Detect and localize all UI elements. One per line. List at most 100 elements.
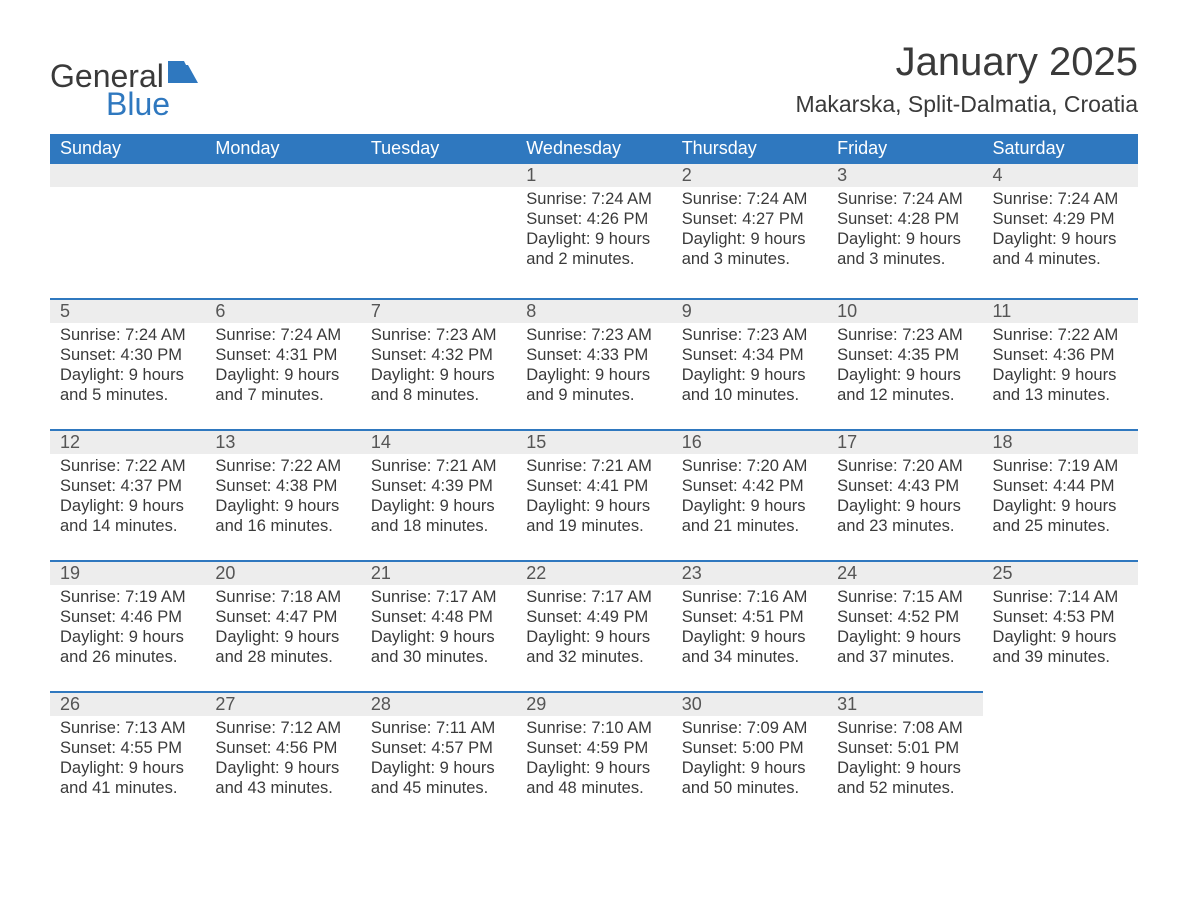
- calendar-week-row: 1Sunrise: 7:24 AMSunset: 4:26 PMDaylight…: [50, 164, 1138, 298]
- day-detail-line: Sunrise: 7:23 AM: [371, 325, 506, 345]
- day-details: Sunrise: 7:17 AMSunset: 4:49 PMDaylight:…: [516, 585, 671, 672]
- day-number: 29: [516, 691, 671, 716]
- day-details: Sunrise: 7:24 AMSunset: 4:30 PMDaylight:…: [50, 323, 205, 410]
- day-number: 2: [672, 164, 827, 187]
- day-detail-line: Sunset: 4:32 PM: [371, 345, 506, 365]
- day-detail-line: Daylight: 9 hours: [526, 758, 661, 778]
- calendar-cell: 13Sunrise: 7:22 AMSunset: 4:38 PMDayligh…: [205, 429, 360, 560]
- day-detail-line: Sunset: 4:44 PM: [993, 476, 1128, 496]
- day-detail-line: and 2 minutes.: [526, 249, 661, 269]
- day-detail-line: Daylight: 9 hours: [682, 365, 817, 385]
- day-header: Saturday: [983, 134, 1138, 164]
- day-detail-line: Sunrise: 7:08 AM: [837, 718, 972, 738]
- day-number: 13: [205, 429, 360, 454]
- title-block: January 2025 Makarska, Split-Dalmatia, C…: [795, 40, 1138, 118]
- calendar-cell: [361, 164, 516, 298]
- calendar-cell: 7Sunrise: 7:23 AMSunset: 4:32 PMDaylight…: [361, 298, 516, 429]
- day-detail-line: Sunrise: 7:19 AM: [993, 456, 1128, 476]
- day-detail-line: and 32 minutes.: [526, 647, 661, 667]
- day-detail-line: Sunrise: 7:15 AM: [837, 587, 972, 607]
- day-detail-line: Sunset: 4:33 PM: [526, 345, 661, 365]
- calendar-cell: 2Sunrise: 7:24 AMSunset: 4:27 PMDaylight…: [672, 164, 827, 298]
- day-detail-line: and 5 minutes.: [60, 385, 195, 405]
- day-detail-line: and 45 minutes.: [371, 778, 506, 798]
- day-detail-line: Sunrise: 7:19 AM: [60, 587, 195, 607]
- day-number: 23: [672, 560, 827, 585]
- day-detail-line: and 10 minutes.: [682, 385, 817, 405]
- day-details: Sunrise: 7:18 AMSunset: 4:47 PMDaylight:…: [205, 585, 360, 672]
- day-details: Sunrise: 7:11 AMSunset: 4:57 PMDaylight:…: [361, 716, 516, 803]
- day-detail-line: Sunrise: 7:20 AM: [837, 456, 972, 476]
- day-detail-line: Sunrise: 7:16 AM: [682, 587, 817, 607]
- day-detail-line: and 30 minutes.: [371, 647, 506, 667]
- day-detail-line: Sunset: 4:28 PM: [837, 209, 972, 229]
- calendar-cell: 6Sunrise: 7:24 AMSunset: 4:31 PMDaylight…: [205, 298, 360, 429]
- day-detail-line: and 39 minutes.: [993, 647, 1128, 667]
- day-detail-line: Sunrise: 7:22 AM: [60, 456, 195, 476]
- day-detail-line: Sunset: 5:00 PM: [682, 738, 817, 758]
- calendar-cell: [205, 164, 360, 298]
- day-number: 11: [983, 298, 1138, 323]
- day-detail-line: Daylight: 9 hours: [60, 758, 195, 778]
- day-number: 4: [983, 164, 1138, 187]
- day-detail-line: Sunrise: 7:21 AM: [371, 456, 506, 476]
- logo-text-blue: Blue: [106, 88, 170, 120]
- day-detail-line: Daylight: 9 hours: [60, 365, 195, 385]
- day-detail-line: Sunset: 4:49 PM: [526, 607, 661, 627]
- day-detail-line: Sunset: 4:47 PM: [215, 607, 350, 627]
- day-detail-line: and 37 minutes.: [837, 647, 972, 667]
- day-details: Sunrise: 7:19 AMSunset: 4:46 PMDaylight:…: [50, 585, 205, 672]
- day-detail-line: Sunset: 4:56 PM: [215, 738, 350, 758]
- calendar-cell: 22Sunrise: 7:17 AMSunset: 4:49 PMDayligh…: [516, 560, 671, 691]
- calendar-week-row: 5Sunrise: 7:24 AMSunset: 4:30 PMDaylight…: [50, 298, 1138, 429]
- day-detail-line: Daylight: 9 hours: [993, 627, 1128, 647]
- day-detail-line: and 23 minutes.: [837, 516, 972, 536]
- day-detail-line: and 3 minutes.: [837, 249, 972, 269]
- day-detail-line: Sunset: 4:39 PM: [371, 476, 506, 496]
- day-number: 20: [205, 560, 360, 585]
- day-details: Sunrise: 7:20 AMSunset: 4:42 PMDaylight:…: [672, 454, 827, 541]
- day-detail-line: Sunset: 4:29 PM: [993, 209, 1128, 229]
- day-detail-line: Daylight: 9 hours: [837, 496, 972, 516]
- calendar-cell: 14Sunrise: 7:21 AMSunset: 4:39 PMDayligh…: [361, 429, 516, 560]
- day-detail-line: and 48 minutes.: [526, 778, 661, 798]
- day-number: 6: [205, 298, 360, 323]
- day-detail-line: Daylight: 9 hours: [837, 229, 972, 249]
- day-details: Sunrise: 7:24 AMSunset: 4:27 PMDaylight:…: [672, 187, 827, 274]
- day-number: 7: [361, 298, 516, 323]
- day-header: Thursday: [672, 134, 827, 164]
- calendar-cell: 27Sunrise: 7:12 AMSunset: 4:56 PMDayligh…: [205, 691, 360, 822]
- day-detail-line: and 19 minutes.: [526, 516, 661, 536]
- day-number: 24: [827, 560, 982, 585]
- day-detail-line: Sunset: 4:57 PM: [371, 738, 506, 758]
- day-detail-line: Daylight: 9 hours: [60, 627, 195, 647]
- day-details: Sunrise: 7:09 AMSunset: 5:00 PMDaylight:…: [672, 716, 827, 803]
- calendar-cell: 23Sunrise: 7:16 AMSunset: 4:51 PMDayligh…: [672, 560, 827, 691]
- day-detail-line: Daylight: 9 hours: [526, 496, 661, 516]
- day-detail-line: and 21 minutes.: [682, 516, 817, 536]
- day-details: Sunrise: 7:21 AMSunset: 4:39 PMDaylight:…: [361, 454, 516, 541]
- day-detail-line: Sunset: 4:42 PM: [682, 476, 817, 496]
- day-detail-line: Daylight: 9 hours: [837, 365, 972, 385]
- calendar-cell: 5Sunrise: 7:24 AMSunset: 4:30 PMDaylight…: [50, 298, 205, 429]
- location-text: Makarska, Split-Dalmatia, Croatia: [795, 91, 1138, 118]
- day-detail-line: Sunset: 4:27 PM: [682, 209, 817, 229]
- day-detail-line: Daylight: 9 hours: [993, 365, 1128, 385]
- header: General Blue January 2025 Makarska, Spli…: [50, 40, 1138, 120]
- day-number: 30: [672, 691, 827, 716]
- calendar-cell: [50, 164, 205, 298]
- day-detail-line: and 18 minutes.: [371, 516, 506, 536]
- day-detail-line: and 12 minutes.: [837, 385, 972, 405]
- day-detail-line: Daylight: 9 hours: [371, 496, 506, 516]
- day-detail-line: Daylight: 9 hours: [215, 627, 350, 647]
- calendar-cell: [983, 691, 1138, 822]
- day-detail-line: Sunrise: 7:12 AM: [215, 718, 350, 738]
- calendar-cell: 1Sunrise: 7:24 AMSunset: 4:26 PMDaylight…: [516, 164, 671, 298]
- day-details: Sunrise: 7:10 AMSunset: 4:59 PMDaylight:…: [516, 716, 671, 803]
- day-detail-line: Daylight: 9 hours: [215, 365, 350, 385]
- day-detail-line: Sunset: 4:52 PM: [837, 607, 972, 627]
- calendar-cell: 9Sunrise: 7:23 AMSunset: 4:34 PMDaylight…: [672, 298, 827, 429]
- day-number: 15: [516, 429, 671, 454]
- calendar-cell: 18Sunrise: 7:19 AMSunset: 4:44 PMDayligh…: [983, 429, 1138, 560]
- day-number: 5: [50, 298, 205, 323]
